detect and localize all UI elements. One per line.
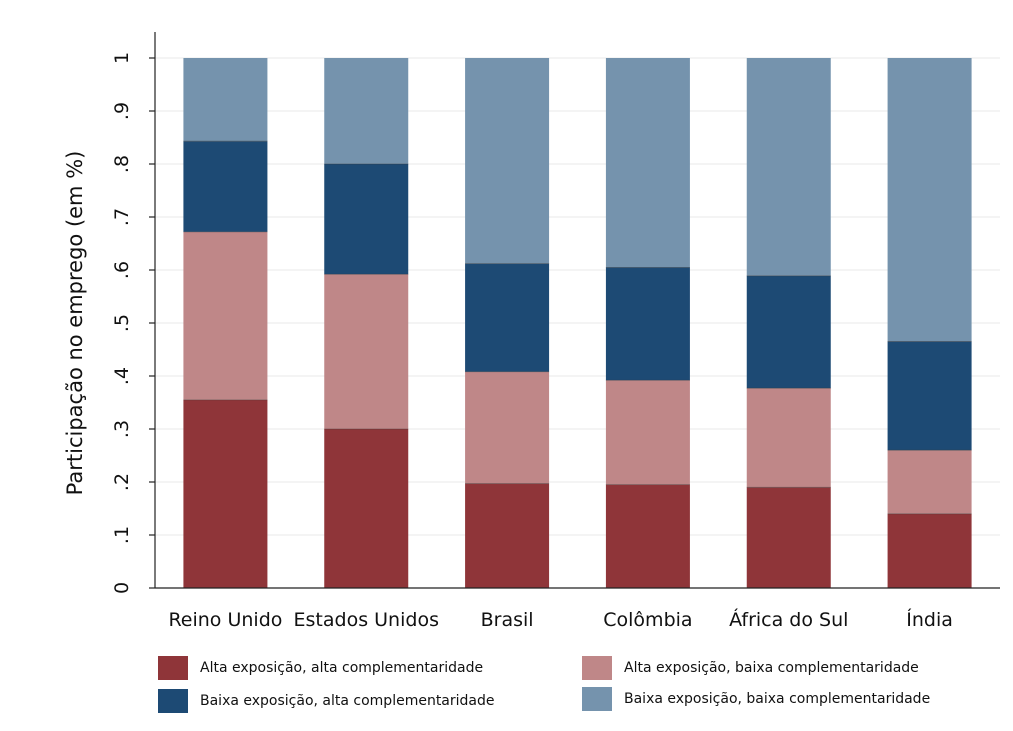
y-tick-label: .9	[111, 102, 133, 120]
legend-swatch	[158, 656, 188, 680]
bar-segment	[887, 58, 972, 342]
bar-segment	[746, 275, 831, 389]
y-axis-label: Participação no emprego (em %)	[63, 151, 87, 496]
axes: 0 .1 .2 .3 .4 .5 .6 .7 .8 .9 1 Reino Unido Estados U…	[111, 32, 1000, 631]
bars	[183, 58, 972, 588]
legend-item-alta-alta: Alta exposição, alta complementaridade	[158, 656, 483, 680]
legend-item-baixa-baixa: Baixa exposição, baixa complementaridade	[582, 687, 930, 711]
y-tick-label: 1	[111, 52, 133, 64]
gridlines	[155, 57, 1000, 589]
bar-segment	[324, 164, 409, 275]
bar-segment	[746, 388, 831, 488]
y-tick-label: .7	[111, 208, 133, 226]
bar-segment	[324, 429, 409, 588]
x-tick-label: Índia	[906, 608, 953, 631]
y-tick-label: .2	[111, 473, 133, 491]
bar-segment	[465, 483, 550, 588]
bar-segment	[605, 58, 690, 268]
bar-segment	[324, 58, 409, 164]
bar-segment	[183, 141, 268, 232]
legend-swatch	[582, 687, 612, 711]
bar-segment	[465, 371, 550, 484]
bar-segment	[324, 274, 409, 429]
bar-segment	[746, 487, 831, 588]
legend-label: Alta exposição, alta complementaridade	[200, 660, 484, 676]
bar-segment	[183, 399, 268, 588]
legend-swatch	[582, 656, 612, 680]
bar-segment	[465, 58, 550, 264]
legend-label: Baixa exposição, baixa complementaridade	[624, 691, 931, 707]
bar-segment	[183, 58, 268, 142]
bar-segment	[605, 380, 690, 485]
bar-segment	[605, 267, 690, 381]
bar-segment	[746, 58, 831, 276]
y-tick-label: .4	[111, 367, 133, 385]
legend-label: Baixa exposição, alta complementaridade	[200, 693, 495, 709]
y-tick-label: .8	[111, 155, 133, 173]
stacked-bar-chart: 0 .1 .2 .3 .4 .5 .6 .7 .8 .9 1 Reino Unido Estados U…	[63, 32, 1000, 631]
x-tick-label: África do Sul	[729, 608, 848, 631]
bar-segment	[605, 484, 690, 588]
x-tick-label: Colômbia	[603, 609, 692, 631]
bar-segment	[183, 231, 268, 400]
legend-item-alta-baixa: Alta exposição, baixa complementaridade	[582, 656, 919, 680]
x-tick-label: Estados Unidos	[294, 609, 439, 631]
x-tick-label: Reino Unido	[168, 609, 282, 631]
legend-label: Alta exposição, baixa complementaridade	[624, 660, 919, 676]
y-tick-label: .6	[111, 261, 133, 279]
y-tick-label: .5	[111, 314, 133, 332]
bar-segment	[887, 450, 972, 514]
y-tick-label: 0	[111, 582, 133, 594]
bar-segment	[887, 341, 972, 451]
bar-segment	[887, 513, 972, 588]
legend-swatch	[158, 689, 188, 713]
legend-item-baixa-alta: Baixa exposição, alta complementaridade	[158, 689, 495, 713]
bar-segment	[465, 263, 550, 372]
x-tick-label: Brasil	[481, 609, 534, 631]
y-tick-label: .1	[111, 526, 133, 544]
y-tick-label: .3	[111, 420, 133, 438]
legend: Alta exposição, alta complementaridade A…	[0, 640, 1013, 731]
